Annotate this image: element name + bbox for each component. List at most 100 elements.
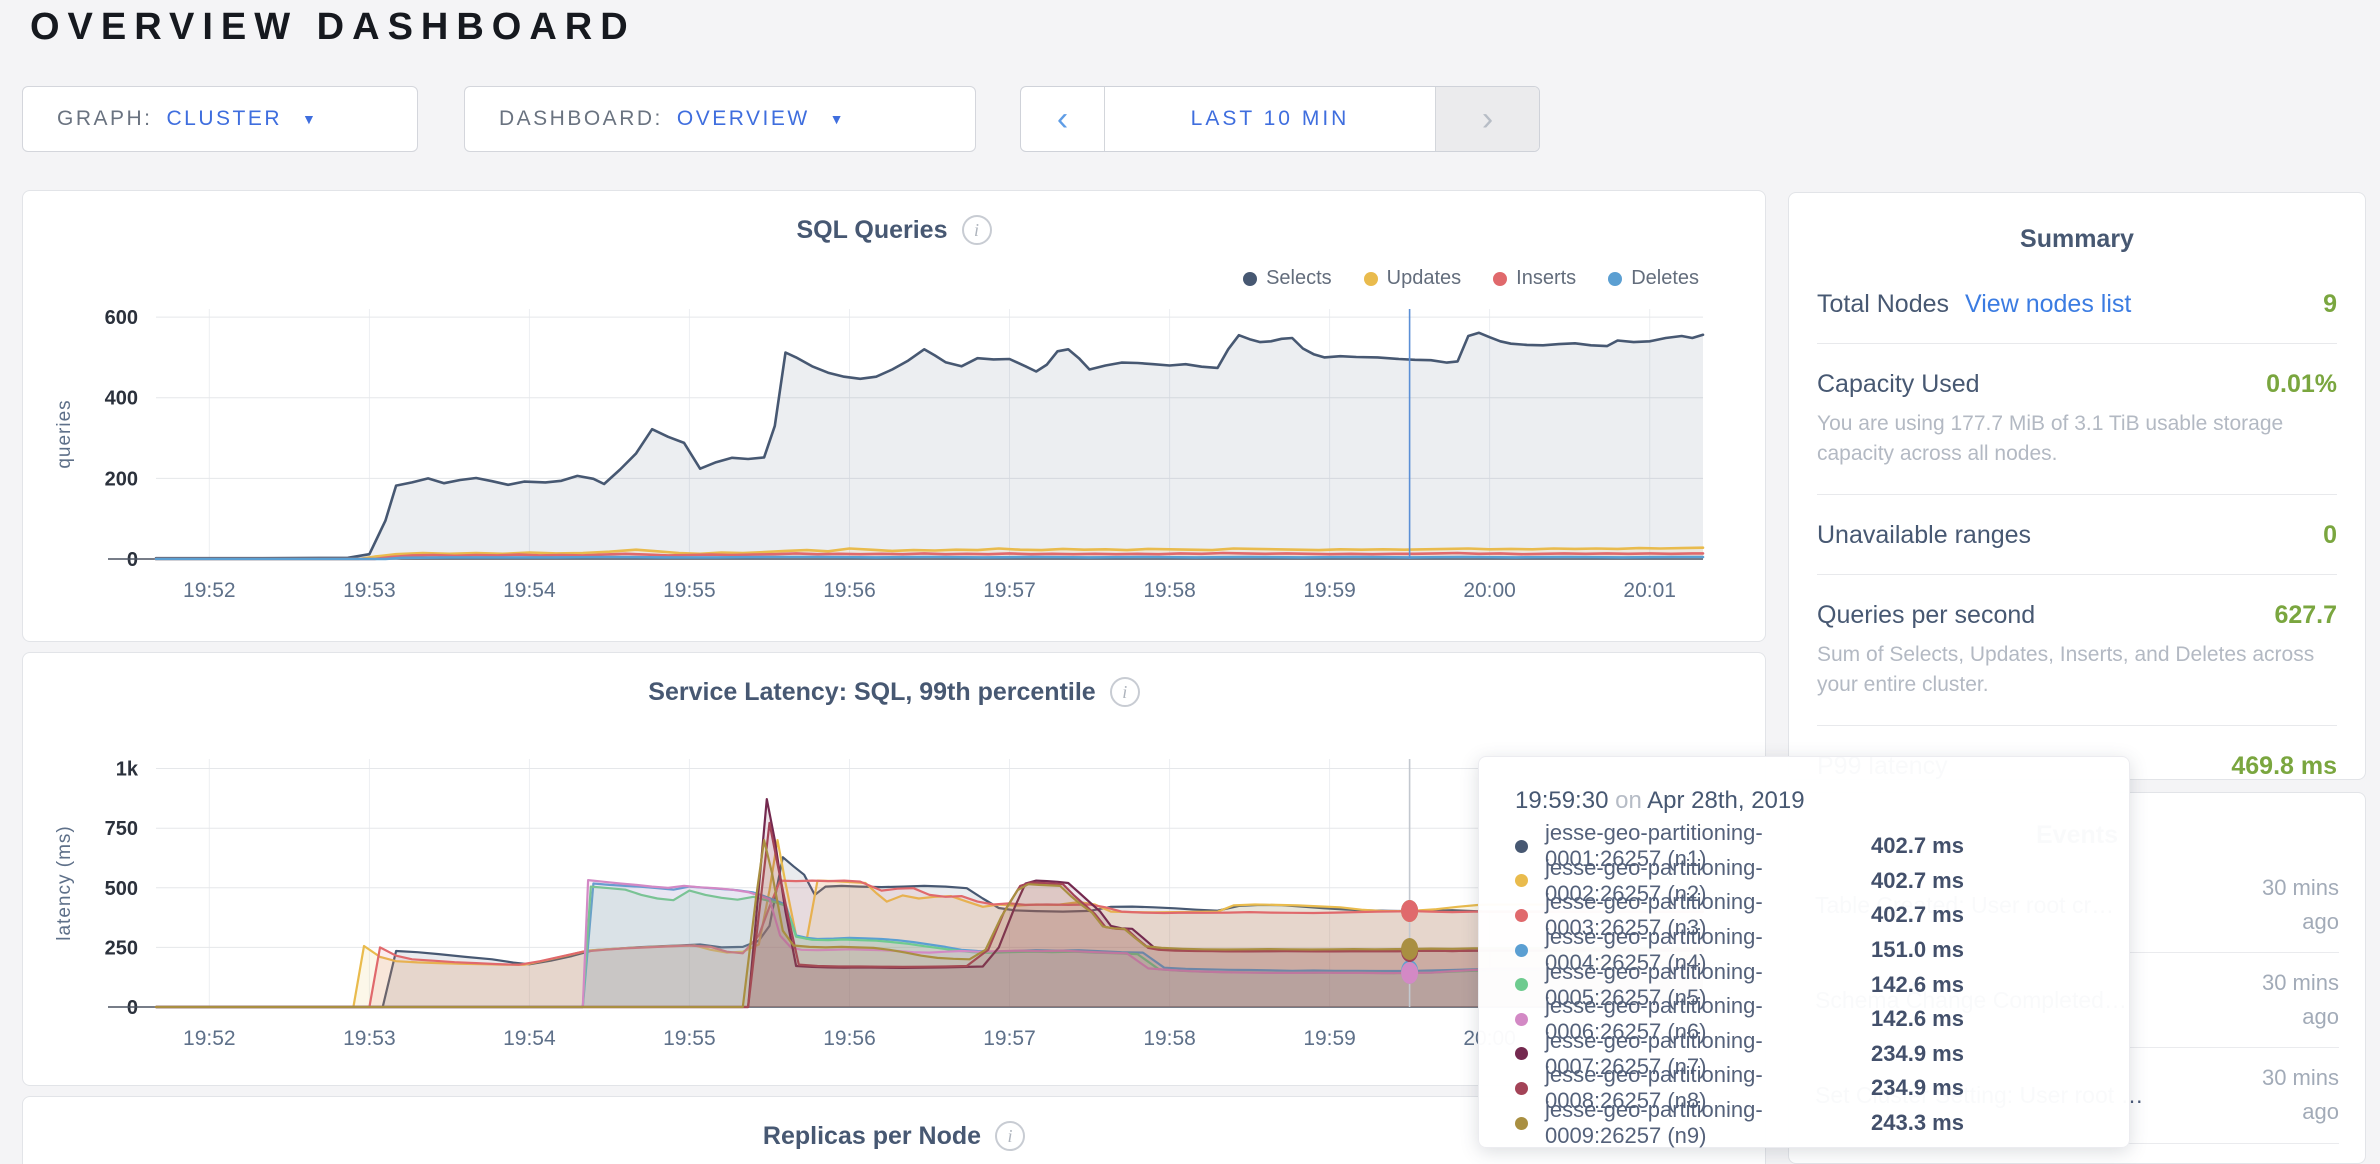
updates-dot-icon xyxy=(1363,271,1378,286)
svg-text:20:01: 20:01 xyxy=(1623,579,1676,602)
svg-text:latency (ms): latency (ms) xyxy=(54,825,75,940)
event-time: 30 mins ago xyxy=(2261,970,2339,1030)
svg-text:750: 750 xyxy=(105,818,138,840)
svg-text:19:53: 19:53 xyxy=(343,1027,396,1050)
svg-text:0: 0 xyxy=(127,997,138,1019)
tooltip-row: jesse-geo-partitioning-0007:26257 (n7) 2… xyxy=(1515,1028,2093,1079)
service-latency-title: Service Latency: SQL, 99th percentile xyxy=(648,677,1096,706)
service-latency-panel: Service Latency: SQL, 99th percentile i … xyxy=(22,652,1766,1086)
svg-text:19:55: 19:55 xyxy=(663,1027,716,1050)
svg-text:500: 500 xyxy=(105,878,138,900)
tooltip-row: jesse-geo-partitioning-0008:26257 (n8) 2… xyxy=(1515,1062,2093,1113)
dashboard-dropdown-value: OVERVIEW xyxy=(676,107,810,130)
chevron-down-icon: ▼ xyxy=(302,111,319,127)
time-window-prev-button[interactable]: ‹ xyxy=(1021,87,1105,151)
svg-text:19:58: 19:58 xyxy=(1143,579,1196,602)
dashboard-dropdown[interactable]: DASHBOARD: OVERVIEW ▼ xyxy=(464,86,976,152)
svg-text:19:55: 19:55 xyxy=(663,579,716,602)
series-dot-icon xyxy=(1515,1047,1528,1061)
legend-item-inserts[interactable]: Inserts xyxy=(1493,267,1576,290)
unavailable-ranges-value: 0 xyxy=(2323,520,2337,549)
event-time: 30 mins ago xyxy=(2261,1065,2339,1125)
summary-row-capacity-used: Capacity Used 0.01% You are using 177.7 … xyxy=(1817,343,2337,494)
svg-text:19:57: 19:57 xyxy=(983,579,1036,602)
svg-text:20:00: 20:00 xyxy=(1463,579,1516,602)
svg-text:19:57: 19:57 xyxy=(983,1027,1036,1050)
summary-row-total-nodes: Total Nodes View nodes list 9 xyxy=(1817,290,2337,318)
svg-text:19:58: 19:58 xyxy=(1143,1027,1196,1050)
tooltip-row: jesse-geo-partitioning-0006:26257 (n6) 1… xyxy=(1515,993,2093,1044)
dashboard-dropdown-label: DASHBOARD: xyxy=(499,107,663,130)
svg-text:19:59: 19:59 xyxy=(1303,1027,1356,1050)
inserts-dot-icon xyxy=(1493,271,1508,286)
time-window-label[interactable]: LAST 10 MIN xyxy=(1190,107,1350,130)
svg-text:19:59: 19:59 xyxy=(1303,579,1356,602)
queries-per-second-value: 627.7 xyxy=(2274,600,2337,629)
event-time: 30 mins ago xyxy=(2261,875,2339,935)
svg-text:19:53: 19:53 xyxy=(343,579,396,602)
total-nodes-value: 9 xyxy=(2323,290,2337,318)
graph-dropdown-value: CLUSTER xyxy=(166,107,283,130)
svg-text:queries: queries xyxy=(54,399,75,468)
sql-queries-panel: SQL Queries i Selects Updates Inserts De… xyxy=(22,190,1766,642)
series-dot-icon xyxy=(1515,1012,1528,1026)
tooltip-row: jesse-geo-partitioning-0003:26257 (n3) 4… xyxy=(1515,889,2093,940)
chevron-left-icon: ‹ xyxy=(1056,99,1069,138)
chevron-right-icon: › xyxy=(1481,99,1494,138)
svg-text:19:56: 19:56 xyxy=(823,1027,876,1050)
svg-text:0: 0 xyxy=(127,549,138,571)
selects-dot-icon xyxy=(1243,271,1258,286)
legend-item-selects[interactable]: Selects xyxy=(1243,267,1332,290)
info-icon[interactable]: i xyxy=(961,215,992,245)
series-dot-icon xyxy=(1515,1081,1528,1095)
replicas-per-node-title: Replicas per Node xyxy=(762,1121,982,1150)
time-window-next-button[interactable]: › xyxy=(1435,87,1539,151)
chart-hover-tooltip: 19:59:30 on Apr 28th, 2019 jesse-geo-par… xyxy=(1478,756,2130,1148)
view-nodes-list-link[interactable]: View nodes list xyxy=(1965,290,2132,318)
tooltip-timestamp: 19:59:30 on Apr 28th, 2019 xyxy=(1515,787,1805,814)
sql-queries-chart[interactable]: 19:52 19:53 19:54 19:55 19:56 19:57 19:58 19:59… xyxy=(23,191,1765,641)
svg-text:400: 400 xyxy=(105,388,138,410)
series-dot-icon xyxy=(1515,908,1528,922)
svg-text:19:52: 19:52 xyxy=(183,579,236,602)
summary-panel: Summary Total Nodes View nodes list 9 Ca… xyxy=(1788,192,2366,780)
svg-text:1k: 1k xyxy=(116,759,139,781)
capacity-used-caption: You are using 177.7 MiB of 3.1 TiB usabl… xyxy=(1817,412,2284,466)
svg-text:19:52: 19:52 xyxy=(183,1027,236,1050)
capacity-used-value: 0.01% xyxy=(2266,370,2337,398)
svg-text:250: 250 xyxy=(105,937,138,959)
replicas-per-node-panel: Replicas per Node i xyxy=(22,1096,1766,1164)
tooltip-row: jesse-geo-partitioning-0002:26257 (n2) 4… xyxy=(1515,855,2093,906)
summary-row-queries-per-second: Queries per second 627.7 Sum of Selects,… xyxy=(1817,573,2337,725)
tooltip-row: jesse-geo-partitioning-0005:26257 (n5) 1… xyxy=(1515,959,2093,1010)
tooltip-row: jesse-geo-partitioning-0004:26257 (n4) 1… xyxy=(1515,924,2093,975)
queries-per-second-caption: Sum of Selects, Updates, Inserts, and De… xyxy=(1817,642,2315,697)
deletes-dot-icon xyxy=(1608,271,1623,286)
info-icon[interactable]: i xyxy=(995,1121,1026,1151)
sql-queries-title: SQL Queries xyxy=(796,215,948,244)
series-dot-icon xyxy=(1515,874,1528,888)
time-window-selector: ‹ LAST 10 MIN › xyxy=(1020,86,1540,152)
svg-text:200: 200 xyxy=(105,468,138,490)
svg-text:19:54: 19:54 xyxy=(503,579,556,602)
series-dot-icon xyxy=(1515,943,1528,957)
series-dot-icon xyxy=(1515,1116,1528,1130)
info-icon[interactable]: i xyxy=(1109,677,1140,707)
sql-queries-legend: Selects Updates Inserts Deletes xyxy=(1243,267,1699,290)
legend-item-updates[interactable]: Updates xyxy=(1363,267,1461,290)
tooltip-row: jesse-geo-partitioning-0001:26257 (n1) 4… xyxy=(1515,820,2093,871)
page-title: OVERVIEW DASHBOARD xyxy=(30,6,636,48)
svg-text:600: 600 xyxy=(105,307,138,329)
svg-text:19:56: 19:56 xyxy=(823,579,876,602)
summary-title: Summary xyxy=(2020,225,2134,253)
event-time: 30 mins ago xyxy=(2227,1157,2339,1163)
summary-row-unavailable-ranges: Unavailable ranges 0 xyxy=(1817,493,2337,574)
legend-item-deletes[interactable]: Deletes xyxy=(1608,267,1699,290)
p99-latency-value: 469.8 ms xyxy=(2231,751,2337,780)
graph-dropdown-label: GRAPH: xyxy=(57,107,153,130)
series-dot-icon xyxy=(1515,978,1528,992)
series-dot-icon xyxy=(1515,839,1528,853)
service-latency-chart[interactable]: 19:52 19:53 19:54 19:55 19:56 19:57 19:58 19:59… xyxy=(23,653,1765,1085)
graph-dropdown[interactable]: GRAPH: CLUSTER ▼ xyxy=(22,86,418,152)
